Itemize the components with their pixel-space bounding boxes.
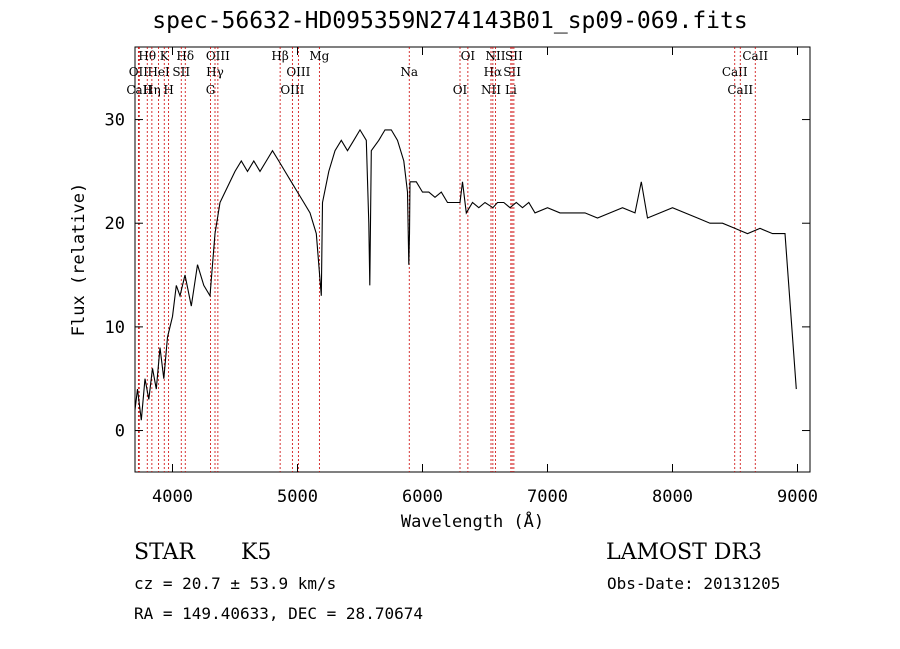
spectral-line-label: CaII [722, 65, 748, 79]
y-tick-label: 30 [105, 111, 125, 131]
redshift-cz: cz = 20.7 ± 53.9 km/s [134, 574, 337, 593]
spectral-line-label: Hγ [206, 65, 224, 79]
spectral-line-label: SII [503, 65, 521, 79]
spectral-line-label: Hδ [176, 49, 194, 63]
spectral-line-label: OIII [280, 83, 304, 97]
spectral-line-label: Hα [484, 65, 503, 79]
spectral-line-label: NII [481, 83, 501, 97]
spectral-line-label: NII [486, 49, 506, 63]
object-subclass: K5 [241, 540, 272, 565]
x-tick-label: 8000 [652, 487, 693, 507]
spectral-line-label: CaII [742, 49, 768, 63]
observation-date: Obs-Date: 20131205 [607, 574, 781, 593]
y-tick-label: 20 [105, 214, 125, 234]
spectral-line-label: OII [129, 65, 149, 79]
spectral-line-label: G [206, 83, 216, 97]
spectral-line-label: HeI [147, 65, 170, 79]
y-tick-label: 0 [115, 422, 125, 442]
object-class: STAR [134, 540, 195, 565]
y-axis-label: Flux (relative) [69, 183, 89, 337]
x-tick-label: 9000 [777, 487, 818, 507]
y-tick-label: 10 [105, 318, 125, 338]
spectral-line-label: CaII [126, 83, 152, 97]
spectral-line-label: Hβ [271, 49, 288, 63]
spectral-line-label: Hθ [138, 49, 156, 63]
spectral-line-label: CaII [727, 83, 753, 97]
spectral-line-label: OIII [286, 65, 310, 79]
spectral-line-label: OI [453, 83, 468, 97]
spectrum-series-line [134, 128, 797, 421]
survey-name: LAMOST DR3 [606, 540, 762, 565]
x-tick-label: 6000 [402, 487, 443, 507]
x-tick-label: 5000 [277, 487, 318, 507]
spectral-line-label: K [160, 49, 170, 63]
spectral-line-label: Na [400, 65, 418, 79]
spectral-line-label: OIII [206, 49, 230, 63]
spectral-line-label: SII [172, 65, 190, 79]
x-axis-label: Wavelength (Å) [401, 510, 544, 532]
spectral-line-label: SII [505, 49, 523, 63]
x-tick-label: 7000 [527, 487, 568, 507]
coordinates: RA = 149.40633, DEC = 28.70674 [134, 604, 423, 623]
spectral-line-label: Hη [143, 83, 161, 97]
plot-frame [134, 46, 811, 473]
spectral-line-label: Mg [309, 49, 329, 63]
spectral-line-label: Li [505, 83, 517, 97]
chart-title: spec-56632-HD095359N274143B01_sp09-069.f… [152, 8, 748, 34]
x-tick-label: 4000 [152, 487, 193, 507]
spectral-line-label: OI [461, 49, 476, 63]
spectral-line-label: H [163, 83, 173, 97]
